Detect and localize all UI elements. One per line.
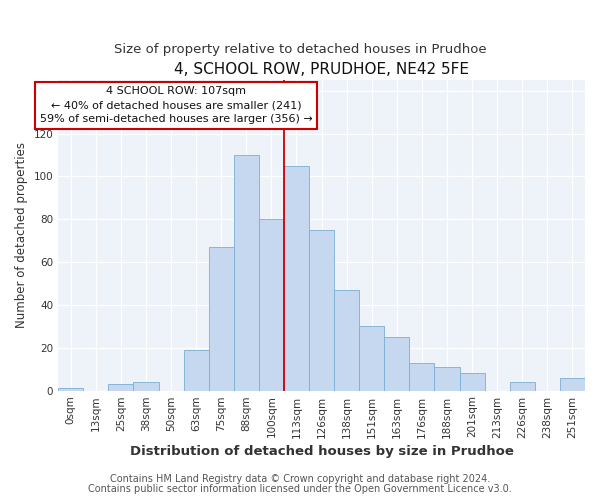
Bar bbox=[460, 374, 485, 390]
Bar bbox=[434, 367, 460, 390]
Bar bbox=[334, 290, 359, 390]
Bar bbox=[133, 382, 158, 390]
Bar bbox=[58, 388, 83, 390]
Bar bbox=[184, 350, 209, 391]
Bar bbox=[109, 384, 133, 390]
Text: Size of property relative to detached houses in Prudhoe: Size of property relative to detached ho… bbox=[113, 42, 487, 56]
Bar bbox=[234, 155, 259, 390]
Text: Contains public sector information licensed under the Open Government Licence v3: Contains public sector information licen… bbox=[88, 484, 512, 494]
Bar bbox=[409, 362, 434, 390]
Bar bbox=[560, 378, 585, 390]
Title: 4, SCHOOL ROW, PRUDHOE, NE42 5FE: 4, SCHOOL ROW, PRUDHOE, NE42 5FE bbox=[174, 62, 469, 78]
Bar bbox=[259, 220, 284, 390]
Bar bbox=[385, 337, 409, 390]
Text: 4 SCHOOL ROW: 107sqm
← 40% of detached houses are smaller (241)
59% of semi-deta: 4 SCHOOL ROW: 107sqm ← 40% of detached h… bbox=[40, 86, 313, 124]
Bar bbox=[209, 247, 234, 390]
Bar bbox=[309, 230, 334, 390]
Y-axis label: Number of detached properties: Number of detached properties bbox=[15, 142, 28, 328]
Bar bbox=[510, 382, 535, 390]
Bar bbox=[359, 326, 385, 390]
X-axis label: Distribution of detached houses by size in Prudhoe: Distribution of detached houses by size … bbox=[130, 444, 514, 458]
Bar bbox=[284, 166, 309, 390]
Text: Contains HM Land Registry data © Crown copyright and database right 2024.: Contains HM Land Registry data © Crown c… bbox=[110, 474, 490, 484]
